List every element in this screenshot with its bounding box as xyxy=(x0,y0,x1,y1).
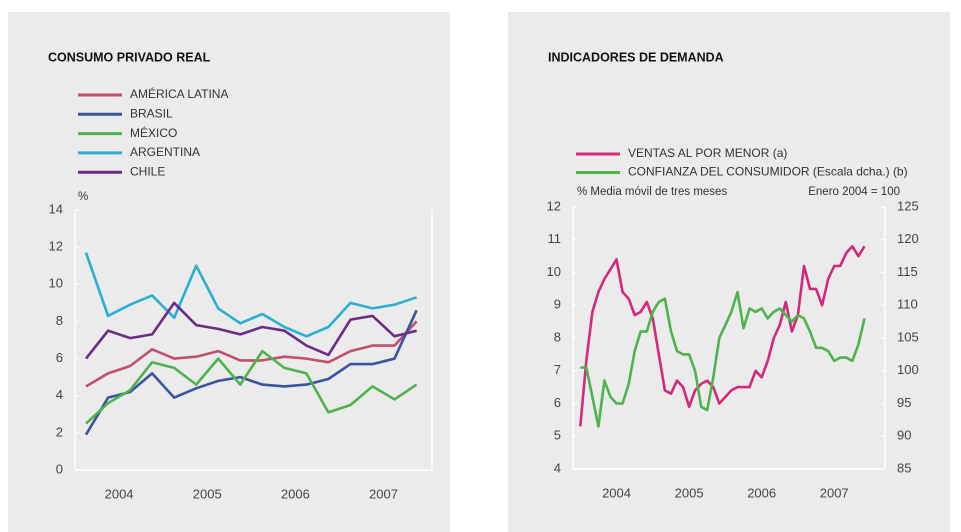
y-tick-label: 5 xyxy=(554,428,561,443)
y2-tick-label: 100 xyxy=(897,362,919,377)
y-tick-label: 0 xyxy=(56,461,63,476)
y-tick-label: 10 xyxy=(49,276,63,291)
y-tick-label: 8 xyxy=(56,313,63,328)
y2-tick-label: 125 xyxy=(897,198,919,213)
data-line xyxy=(84,301,417,360)
panel xyxy=(8,12,450,532)
x-tick-label: 2004 xyxy=(105,486,134,501)
legend-label: VENTAS AL POR MENOR (a) xyxy=(628,146,787,160)
y-tick-label: 11 xyxy=(548,231,562,246)
panel xyxy=(508,12,950,532)
y2-tick-label: 120 xyxy=(897,231,919,246)
y-tick-label: 4 xyxy=(56,387,63,402)
y-tick-label: 7 xyxy=(554,362,561,377)
legend-label: CONFIANZA DEL CONSUMIDOR (Escala dcha.) … xyxy=(628,165,908,179)
y-tick-label: 8 xyxy=(554,329,561,344)
y-tick-label: 9 xyxy=(554,297,561,312)
x-tick-label: 2007 xyxy=(369,486,398,501)
y2-tick-label: 85 xyxy=(897,460,911,475)
y-tick-label: 10 xyxy=(547,264,561,279)
y-tick-label: 6 xyxy=(56,350,63,365)
y-tick-label: 12 xyxy=(49,239,63,254)
y-axis-label: % xyxy=(78,191,88,203)
x-tick-label: 2005 xyxy=(193,486,222,501)
y-axis-label: % Media móvil de tres meses xyxy=(577,186,727,198)
legend-label: AMÉRICA LATINA xyxy=(130,86,228,101)
x-tick-label: 2005 xyxy=(675,485,704,500)
y-tick-label: 2 xyxy=(56,424,63,439)
y2-axis-label: Enero 2004 = 100 xyxy=(808,186,900,198)
legend-label: BRASIL xyxy=(130,106,173,120)
y2-tick-label: 115 xyxy=(897,264,918,279)
legend-label: ARGENTINA xyxy=(130,145,200,159)
y2-tick-label: 105 xyxy=(897,329,919,344)
chart-title: INDICADORES DE DEMANDA xyxy=(548,50,724,64)
x-tick-label: 2006 xyxy=(281,486,310,501)
legend-label: CHILE xyxy=(130,164,165,178)
data-line xyxy=(85,320,418,388)
data-line xyxy=(84,252,418,338)
y2-tick-label: 95 xyxy=(897,395,911,410)
data-line xyxy=(85,349,418,425)
data-line xyxy=(579,245,866,427)
y2-tick-label: 110 xyxy=(897,297,918,312)
data-line xyxy=(580,290,866,428)
chart-title: CONSUMO PRIVADO REAL xyxy=(48,50,211,64)
x-tick-label: 2004 xyxy=(602,485,631,500)
x-tick-label: 2006 xyxy=(747,485,776,500)
y-tick-label: 6 xyxy=(554,395,561,410)
y-tick-label: 12 xyxy=(547,198,561,213)
x-tick-label: 2007 xyxy=(820,485,849,500)
y-tick-label: 14 xyxy=(49,201,63,216)
data-line xyxy=(84,309,418,436)
y2-tick-label: 90 xyxy=(897,428,911,443)
y-tick-label: 4 xyxy=(554,460,561,475)
legend-label: MÉXICO xyxy=(130,125,177,140)
